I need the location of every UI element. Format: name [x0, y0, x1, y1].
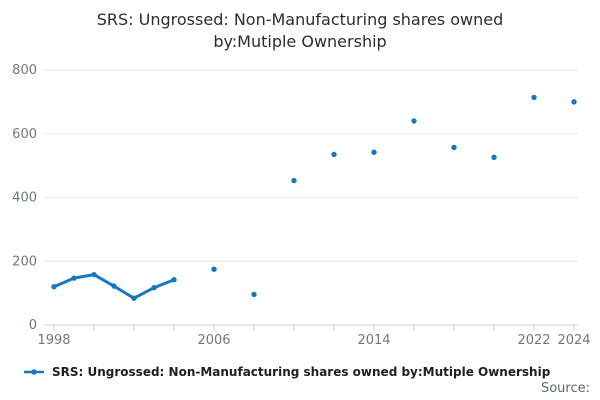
data-point: [491, 154, 497, 161]
x-tick-label: 2024: [557, 333, 590, 348]
data-point: [171, 277, 177, 283]
y-tick-label: 0: [29, 318, 37, 333]
chart-title-line1: SRS: Ungrossed: Non-Manufacturing shares…: [96, 10, 504, 29]
x-tick-label: 1998: [37, 333, 70, 348]
data-point: [251, 291, 257, 298]
data-point: [51, 284, 57, 290]
data-point: [331, 151, 337, 158]
data-point: [451, 144, 457, 151]
data-point: [571, 99, 577, 105]
data-point: [131, 295, 137, 301]
y-tick-label: 200: [12, 254, 37, 269]
data-point: [111, 283, 117, 289]
y-tick-label: 400: [12, 191, 37, 206]
legend-series-marker-icon: [24, 369, 44, 375]
data-point: [371, 149, 377, 155]
data-point: [211, 266, 217, 272]
data-point: [411, 118, 417, 124]
data-point: [151, 285, 157, 291]
x-tick-label: 2014: [357, 333, 390, 348]
data-point: [71, 275, 77, 281]
legend-marker-dot: [31, 369, 37, 375]
data-point: [531, 94, 537, 101]
legend-label: SRS: Ungrossed: Non-Manufacturing shares…: [52, 365, 551, 379]
source-label: Source:: [540, 381, 590, 396]
chart-title-line2: by:Mutiple Ownership: [213, 32, 387, 52]
x-tick-label: 2022: [517, 333, 550, 348]
chart-title: SRS: Ungrossed: Non-Manufacturing shares…: [0, 9, 600, 54]
y-tick-label: 600: [12, 127, 37, 142]
data-point: [291, 177, 297, 184]
data-point: [91, 271, 97, 278]
y-tick-label: 800: [12, 63, 37, 78]
x-tick-label: 2006: [197, 333, 230, 348]
legend-item[interactable]: SRS: Ungrossed: Non-Manufacturing shares…: [24, 365, 550, 379]
